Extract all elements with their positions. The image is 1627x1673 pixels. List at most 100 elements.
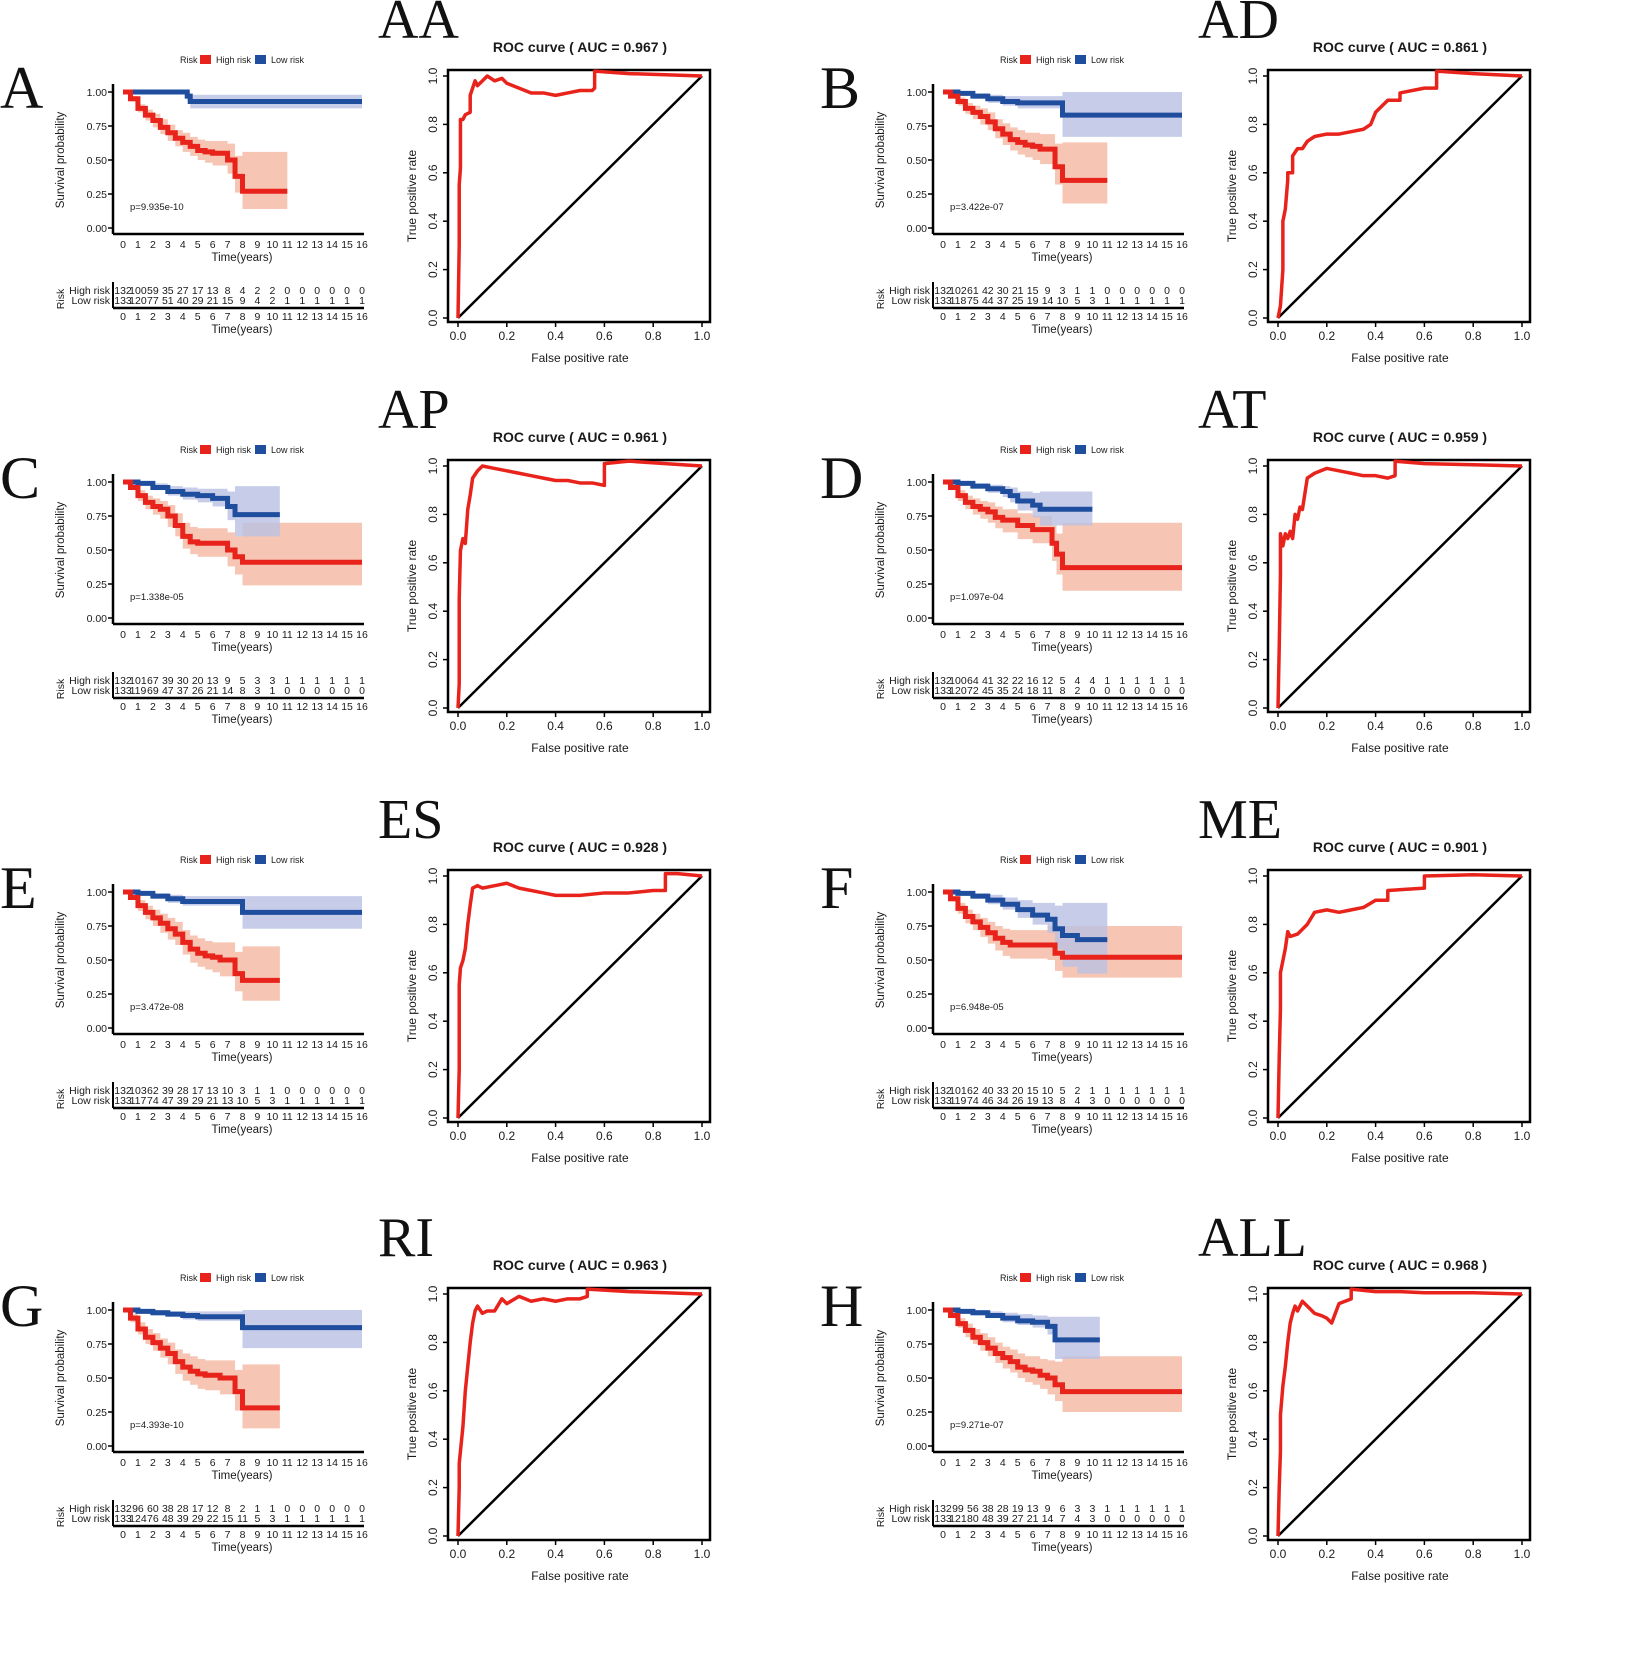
risk-count-high: 10 [1042,1085,1054,1097]
roc-x-tick-label: 0.4 [1367,1129,1384,1143]
roc-x-tick-label: 0.4 [1367,1547,1384,1561]
roc-plot: AP ROC curve ( AUC = 0.961 ) 0.0 0.0 0.2 0.2 0… [378,379,712,755]
roc-panel-label: ALL [1198,1207,1307,1269]
km-x-tick-label: 6 [1030,629,1036,641]
risk-table-time-tick: 6 [1030,311,1036,323]
risk-table-title: Risk [55,678,67,699]
risk-table-time-tick: 5 [195,1111,201,1123]
km-x-tick-label: 8 [240,239,246,251]
roc-y-tick-label: 0.0 [1246,1527,1260,1544]
km-x-axis-label: Time(years) [212,1052,273,1064]
km-x-tick-label: 14 [1146,629,1158,641]
legend-label-high: High risk [1036,55,1072,65]
risk-table-time-tick: 12 [1116,1111,1128,1123]
risk-count-high: 0 [1179,285,1185,297]
risk-count-high: 1 [255,1085,261,1097]
roc-y-axis-label: True positive rate [405,1368,419,1461]
risk-table-time-tick: 7 [1045,701,1051,713]
risk-count-high: 67 [147,675,159,687]
survival-curve-low-risk [943,1307,1100,1343]
roc-frame [1266,868,1532,1124]
risk-count-low: 76 [147,1513,159,1525]
legend-label-high: High risk [216,445,252,455]
roc-y-tick-label: 0.6 [1246,1382,1260,1399]
legend-label-low: Low risk [1091,55,1125,65]
km-x-tick-label: 15 [1161,1457,1173,1469]
risk-count-low: 74 [147,1095,159,1107]
roc-y-tick-label: 0.2 [426,651,440,668]
roc-diagonal [457,75,703,319]
p-value: p=9.935e-10 [130,202,184,213]
risk-table-time-tick: 5 [1015,1111,1021,1123]
legend-title: Risk [180,55,198,65]
risk-table-label-low: Low risk [71,685,110,697]
km-x-tick-label: 10 [1087,1457,1099,1469]
risk-table-time-tick: 10 [1087,1529,1099,1541]
legend-swatch-high [200,445,211,454]
km-y-axis-label: Survival probability [55,501,67,598]
roc-y-tick-label: 0.0 [426,309,440,326]
km-x-tick-label: 7 [1045,1457,1051,1469]
risk-table-time-tick: 11 [282,1111,293,1123]
risk-count-high: 0 [1134,285,1140,297]
km-x-tick-label: 1 [135,239,141,251]
risk-count-low: 18 [1027,685,1039,697]
km-x-axis-label: Time(years) [1032,1470,1093,1482]
roc-x-tick-label: 0.8 [1465,719,1482,733]
legend-swatch-high [1020,55,1031,64]
risk-count-low: 25 [1012,295,1024,307]
risk-table-time-tick: 3 [165,311,171,323]
roc-x-tick-label: 0.4 [1367,719,1384,733]
km-y-axis-label: Survival probability [875,111,887,208]
risk-table-time-tick: 5 [1015,701,1021,713]
roc-y-tick-label: 0.4 [426,213,440,230]
risk-count-low: 29 [192,1095,204,1107]
legend-label-high: High risk [1036,1273,1072,1283]
risk-count-high: 17 [192,1085,204,1097]
km-x-tick-label: 13 [311,1457,323,1469]
roc-y-tick-label: 0.0 [1246,309,1260,326]
risk-table-time-tick: 1 [135,701,141,713]
legend-swatch-high [200,55,211,64]
risk-count-low: 24 [1012,685,1024,697]
risk-count-high: 28 [177,1085,189,1097]
risk-table-x-label: Time(years) [1032,1124,1093,1136]
risk-count-low: 2 [269,295,275,307]
ci-band-low-risk [943,482,1093,526]
risk-count-high: 2 [1075,1085,1081,1097]
legend-swatch-low [255,55,266,64]
roc-plot: AT ROC curve ( AUC = 0.959 ) 0.0 0.0 0.2 0.2 0… [1198,379,1532,755]
risk-table-time-tick: 13 [1131,1529,1143,1541]
legend-title: Risk [180,855,198,865]
risk-table-time-tick: 6 [210,311,216,323]
risk-table-time-tick: 12 [296,311,308,323]
risk-count-low: 1 [344,1095,350,1107]
legend-label-low: Low risk [1091,445,1125,455]
risk-count-high: 132 [114,1503,132,1515]
km-x-tick-label: 0 [120,1039,126,1051]
risk-count-low: 5 [1075,295,1081,307]
km-y-tick-label: 1.00 [87,887,108,899]
risk-table-time-tick: 4 [1000,701,1006,713]
risk-count-low: 15 [222,1513,234,1525]
risk-table-time-tick: 6 [1030,1111,1036,1123]
risk-table-time-tick: 1 [955,311,961,323]
km-x-tick-label: 5 [195,1457,201,1469]
risk-table-label-high: High risk [69,1085,111,1097]
km-y-tick-label: 1.00 [87,87,108,99]
roc-y-tick-label: 0.2 [1246,1479,1260,1496]
km-x-tick-label: 11 [1102,1457,1113,1469]
km-x-tick-label: 0 [120,239,126,251]
km-y-tick-label: 0.75 [907,1339,928,1351]
km-x-tick-label: 9 [1075,629,1081,641]
risk-table-time-tick: 8 [1060,1529,1066,1541]
km-x-tick-label: 16 [356,1457,368,1469]
risk-count-high: 1 [1149,675,1155,687]
km-x-tick-label: 9 [255,239,261,251]
risk-count-high: 8 [225,285,231,297]
risk-count-high: 2 [269,285,275,297]
km-y-tick-label: 0.00 [87,1023,108,1035]
roc-y-tick-label: 1.0 [426,867,440,884]
